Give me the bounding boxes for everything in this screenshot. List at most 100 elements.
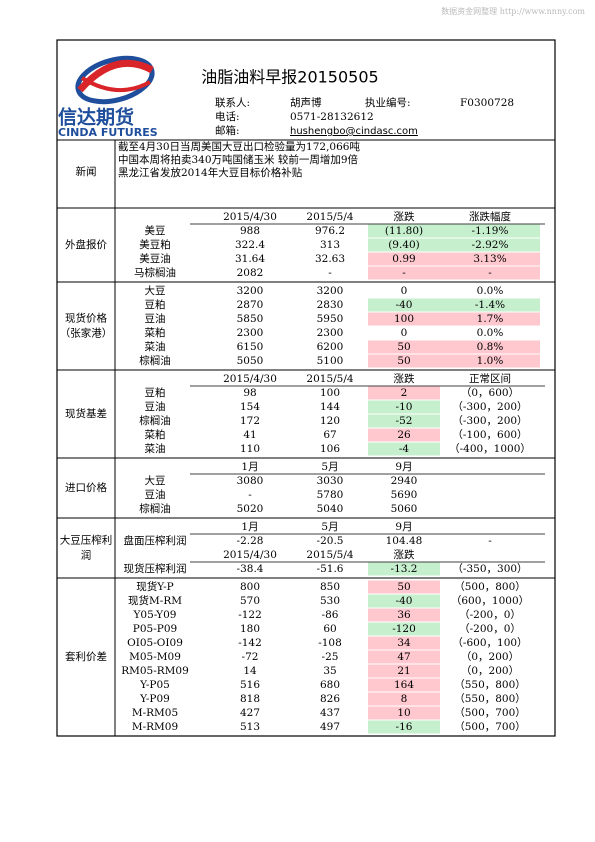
cell: -2.92% <box>472 239 509 251</box>
cell: 850 <box>320 581 340 593</box>
row-name: 菜粕 <box>145 428 166 441</box>
cell: （500，800） <box>454 581 526 593</box>
cell: （0，200） <box>461 665 519 677</box>
cell: （-600，100） <box>452 637 527 649</box>
cell: 50 <box>397 581 410 593</box>
cell: 50 <box>397 355 410 367</box>
cell: -51.6 <box>317 563 344 575</box>
row-name: OI05-OI09 <box>127 637 183 649</box>
cell: 0.0% <box>477 285 504 297</box>
cell: 100 <box>320 387 340 399</box>
row-name: M-RM09 <box>132 721 178 733</box>
cell: (11.80) <box>385 225 423 237</box>
cell: 8 <box>401 693 408 705</box>
cell-fill <box>368 266 440 280</box>
cell-fill <box>368 678 440 692</box>
cell-fill <box>368 298 440 312</box>
cell: 5850 <box>237 313 264 325</box>
cell: 31.64 <box>235 253 265 265</box>
row-name: 现货M-RM <box>128 594 182 607</box>
column-header: 9月 <box>395 461 412 473</box>
cell: 67 <box>323 429 336 441</box>
cell: （600，1000） <box>451 595 529 607</box>
cell: 47 <box>397 651 410 663</box>
cell-fill <box>368 706 440 720</box>
news-line: 黑龙江省发放2014年大豆目标价格补贴 <box>118 166 303 179</box>
news-line: 截至4月30日当周美国大豆出口检验量为172,066吨 <box>118 140 360 153</box>
contact: 胡声博 <box>290 96 322 109</box>
cell: - <box>402 267 406 279</box>
cell: 106 <box>320 443 340 455</box>
row-name: P05-P09 <box>133 623 177 635</box>
cell: 5950 <box>317 313 344 325</box>
cell: 497 <box>320 721 340 733</box>
column-header: 1月 <box>241 461 258 473</box>
cell: 818 <box>240 693 260 705</box>
row-name: 菜油 <box>145 442 166 455</box>
cell: （550，800） <box>454 693 526 705</box>
cell: 120 <box>320 415 340 427</box>
cell: 516 <box>240 679 260 691</box>
cell: （-100，600） <box>452 429 527 441</box>
logo-cn: 信达期货 <box>58 106 134 129</box>
cell: -4 <box>399 443 410 455</box>
cell: 322.4 <box>235 239 265 251</box>
cell: -1.19% <box>472 225 509 237</box>
column-header: 5月 <box>321 461 338 473</box>
cell-fill <box>440 252 540 266</box>
cell-fill <box>368 238 440 252</box>
cell: 6200 <box>317 341 344 353</box>
cell: 1.0% <box>477 355 504 367</box>
logo-en: CINDA FUTURES <box>58 126 158 139</box>
cell: 2940 <box>391 475 418 487</box>
cell-fill <box>368 720 440 734</box>
cell: （500，700） <box>454 721 526 733</box>
row-name: Y05-Y09 <box>133 609 177 621</box>
phone-label: 电话: <box>215 110 240 123</box>
cell-fill <box>368 428 440 442</box>
cell-fill <box>368 622 440 636</box>
cell-fill <box>368 650 440 664</box>
cell-fill <box>368 252 440 266</box>
cell: 570 <box>240 595 260 607</box>
row-name: 马棕榈油 <box>134 266 176 279</box>
column-header: 5月 <box>321 521 338 533</box>
cell: -13.2 <box>391 563 418 575</box>
row-name: 菜油 <box>145 340 166 353</box>
cell: 1.7% <box>477 313 504 325</box>
column-header: 涨跌 <box>394 548 415 561</box>
cell: 100 <box>394 313 414 325</box>
cell: （-350，300） <box>452 563 527 575</box>
row-name: 美豆 <box>145 224 166 237</box>
cell: -52 <box>396 415 413 427</box>
cell: 5020 <box>237 503 264 515</box>
cell: 2300 <box>237 327 264 339</box>
email-label: 邮箱: <box>215 124 240 137</box>
row-name: M-RM05 <box>132 707 178 719</box>
row-name: 豆油 <box>145 312 166 325</box>
cell: 3080 <box>237 475 264 487</box>
row-name: 现货Y-P <box>136 580 173 593</box>
cell: 5100 <box>317 355 344 367</box>
cell-fill <box>368 340 440 354</box>
cell: 5060 <box>391 503 418 515</box>
cell-fill <box>440 238 540 252</box>
row-name: 豆粕 <box>145 298 166 311</box>
row-name: Y-P05 <box>139 679 170 691</box>
cell: 0.99 <box>392 253 415 265</box>
cell: 0 <box>401 285 408 297</box>
row-name: RM05-RM09 <box>121 665 189 677</box>
row-name: 豆油 <box>145 400 166 413</box>
cell: - <box>328 267 332 279</box>
cell: 0.0% <box>477 327 504 339</box>
cell: 60 <box>323 623 336 635</box>
cell: 3200 <box>237 285 264 297</box>
row-name: 大豆 <box>145 474 166 487</box>
cell: （-200，0） <box>459 609 521 621</box>
cell: 800 <box>240 581 260 593</box>
cell: 0.8% <box>477 341 504 353</box>
cell: 41 <box>243 429 256 441</box>
cell-fill <box>368 580 440 594</box>
cell: (9.40) <box>388 239 420 251</box>
